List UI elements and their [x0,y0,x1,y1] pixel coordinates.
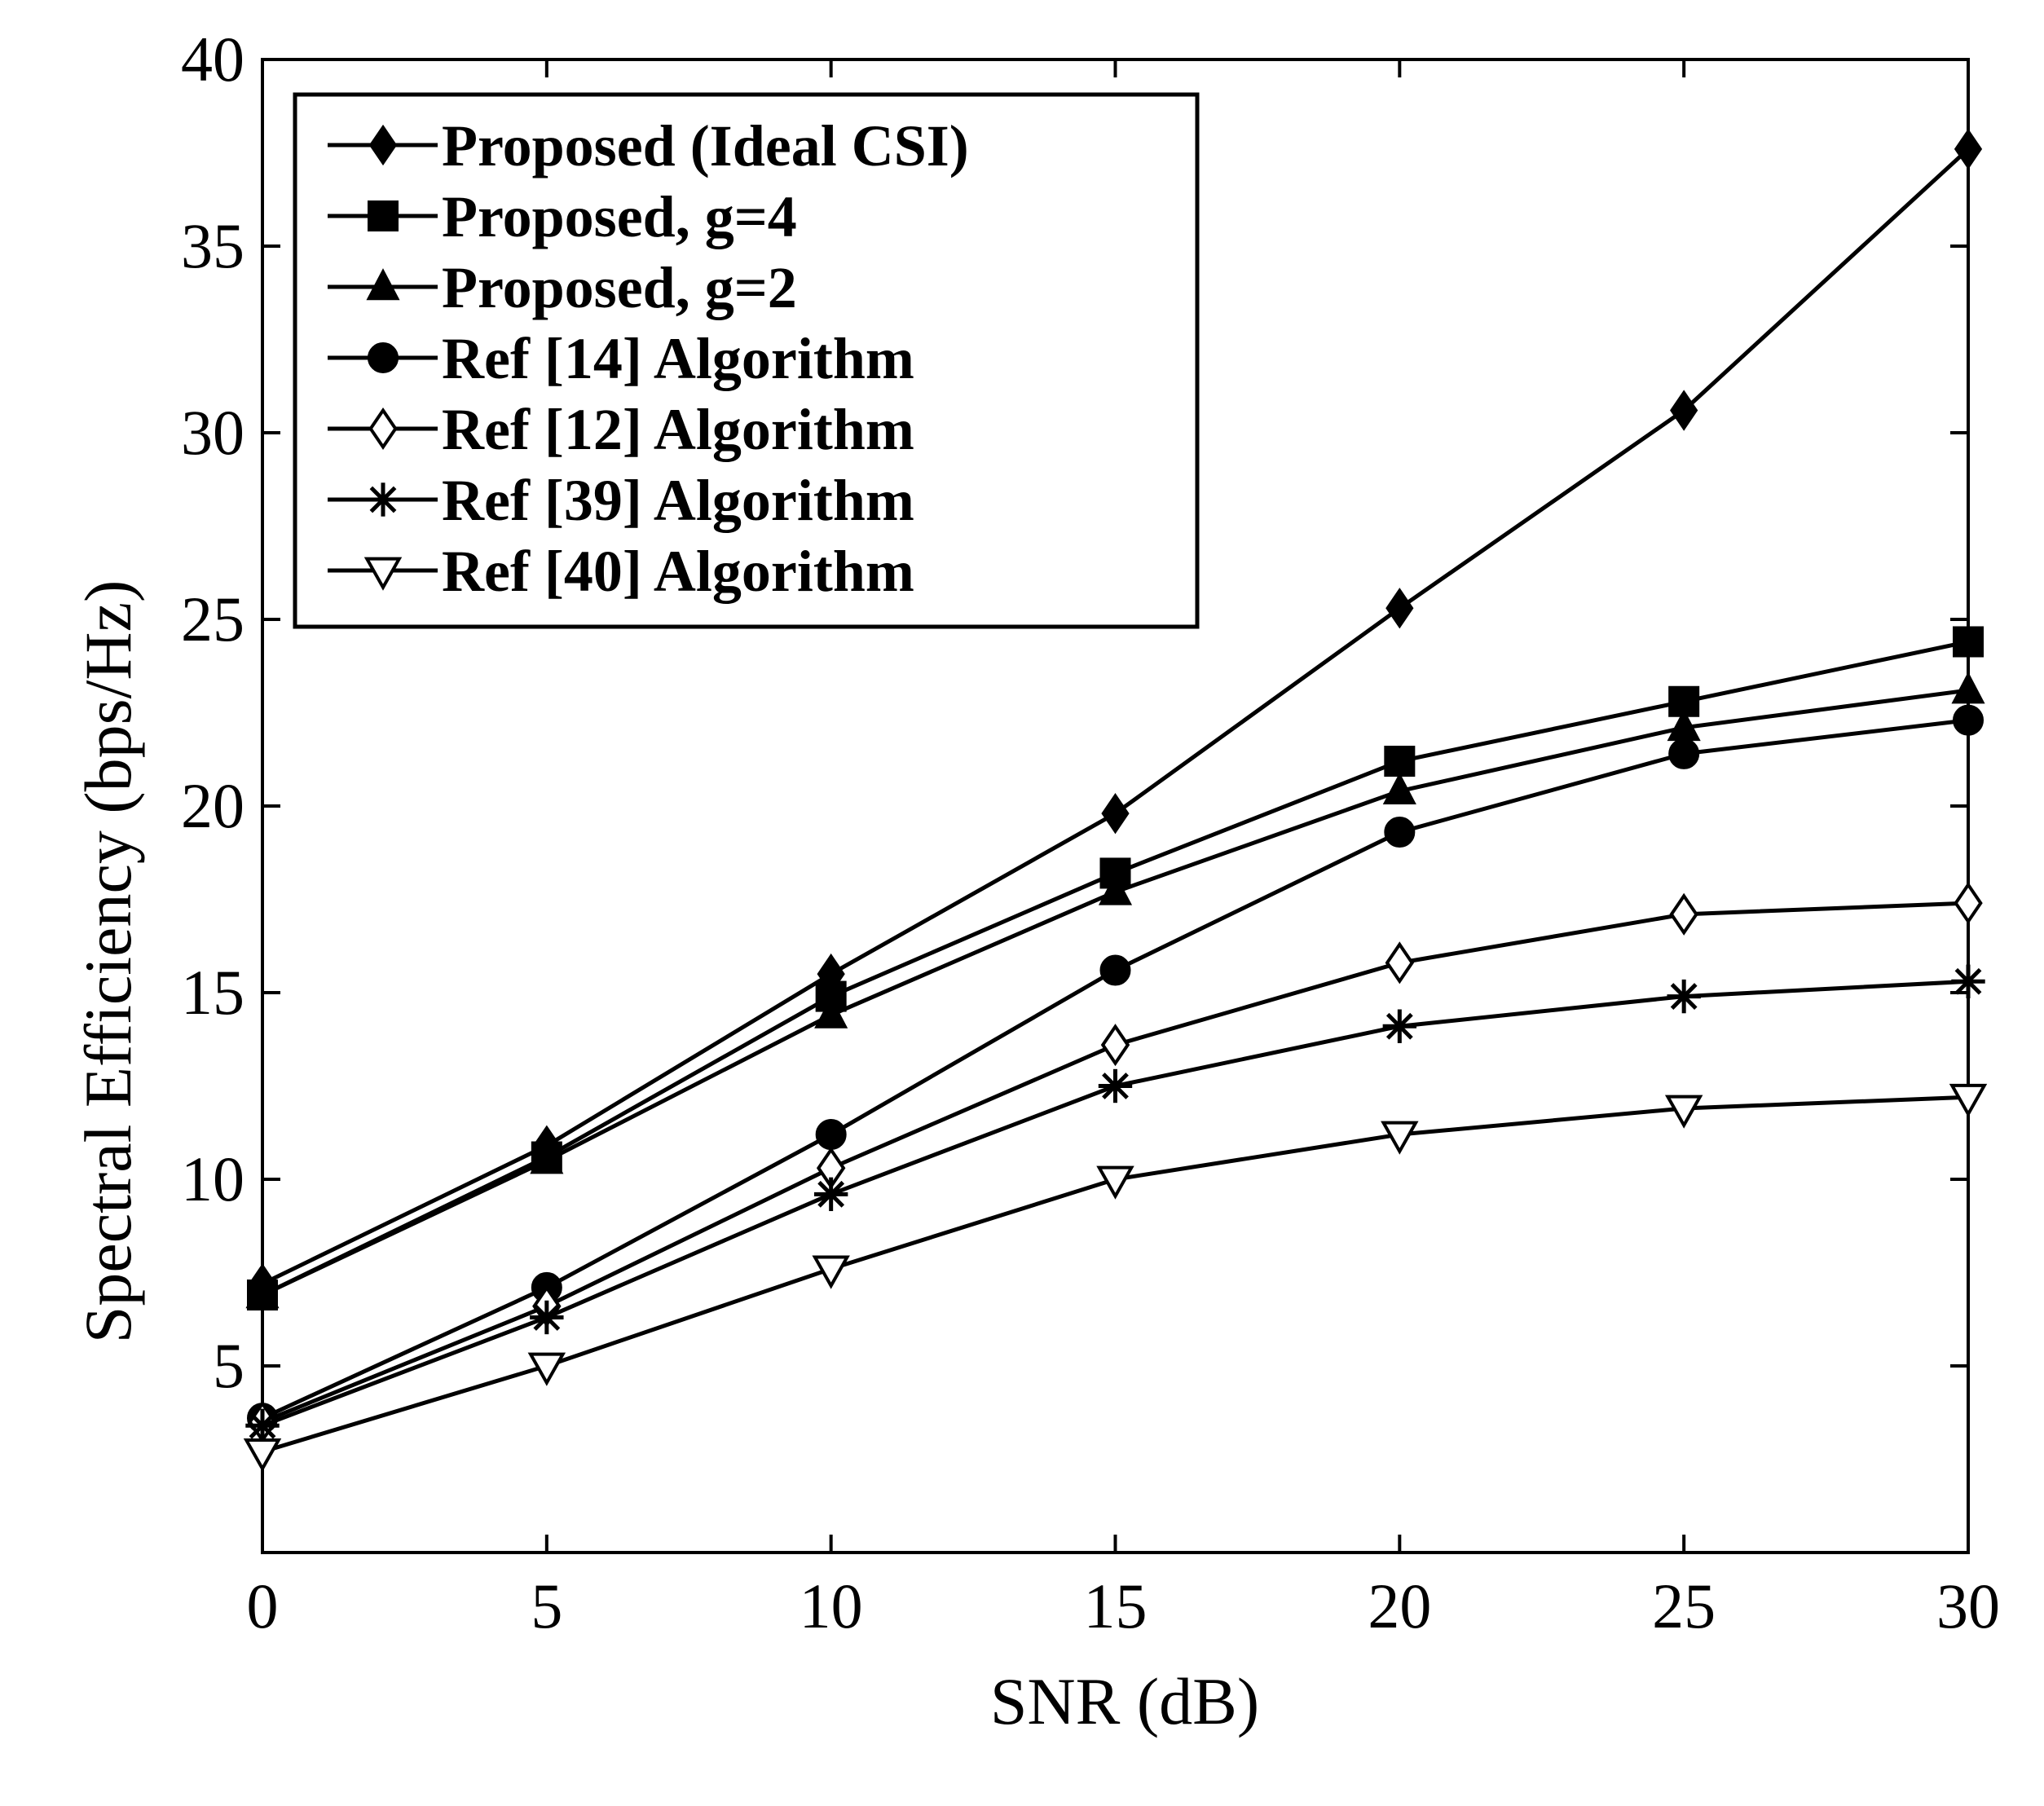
data-point [243,1438,282,1473]
legend-marker [368,342,399,373]
data-point [1382,772,1416,804]
legend-item: Ref [14] Algorithm [328,326,914,391]
data-point [1385,588,1414,629]
data-point [1951,672,1985,704]
data-point [1385,941,1415,984]
y-tick-label: 5 [213,1330,244,1401]
data-point [1669,892,1698,936]
y-tick-label: 25 [181,584,244,654]
data-point [1100,1024,1130,1067]
legend-item: Proposed (Ideal CSI) [328,113,969,178]
data-point [815,1119,847,1151]
data-point [527,1352,566,1386]
series-3 [245,672,1985,1309]
data-point [1101,792,1130,835]
data-point [1384,746,1416,777]
legend-label: Ref [14] Algorithm [442,326,914,391]
data-point [1668,738,1700,769]
legend-label: Proposed, g=4 [442,184,797,249]
data-point [1954,128,1983,170]
legend-label: Ref [40] Algorithm [442,539,914,604]
series-6 [245,964,1985,1443]
data-point [814,996,848,1029]
data-point [1384,817,1416,848]
data-point [1953,704,1984,736]
legend-label: Proposed (Ideal CSI) [442,113,969,178]
x-tick-label: 5 [531,1570,562,1641]
data-point [1951,964,1985,998]
y-tick-label: 10 [181,1143,244,1214]
x-tick-label: 0 [247,1570,279,1641]
legend-item: Ref [39] Algorithm [328,468,914,533]
data-point [245,1408,280,1443]
legend-marker [363,557,403,591]
data-point [1953,626,1984,658]
data-point [1667,979,1701,1014]
x-tick-label: 20 [1368,1570,1431,1641]
data-point [1664,1095,1703,1129]
legend-marker [366,268,400,301]
legend-item: Proposed, g=4 [328,184,797,249]
data-point [530,1300,564,1335]
x-tick-label: 15 [1084,1570,1148,1641]
data-point [1954,882,1983,925]
legend-label: Ref [12] Algorithm [442,397,914,462]
y-tick-label: 35 [181,210,244,281]
legend-item: Ref [40] Algorithm [328,539,914,604]
legend-marker [368,407,398,451]
legend-marker [368,200,399,231]
y-tick-label: 30 [181,397,244,468]
legend-marker [366,482,400,517]
data-point [813,1177,848,1212]
data-point [530,1142,564,1174]
data-point [1098,1068,1133,1103]
legend-box [293,92,1200,629]
data-point [1098,873,1133,905]
data-point [812,1255,850,1289]
data-point [1382,1009,1417,1043]
data-point [245,1276,280,1309]
data-point [1949,1083,1988,1118]
x-tick-label: 30 [1936,1570,2000,1641]
y-tick-label: 40 [181,24,244,95]
y-axis-label: Spectral Efficiency (bps/Hz) [71,580,145,1344]
data-point [1670,390,1698,431]
data-point [1099,954,1131,986]
data-point [1096,1165,1134,1200]
series-7 [243,1083,1988,1473]
x-axis-label: SNR (dB) [990,1664,1259,1738]
data-point [1381,1121,1419,1155]
legend-item: Ref [12] Algorithm [328,397,914,462]
legend-label: Ref [39] Algorithm [442,468,914,533]
legend: Proposed (Ideal CSI)Proposed, g=4Propose… [293,92,1200,629]
y-tick-label: 20 [181,770,244,841]
x-tick-label: 10 [800,1570,863,1641]
y-tick-label: 15 [181,957,244,1028]
legend-label: Proposed, g=2 [442,255,797,320]
x-tick-label: 25 [1652,1570,1716,1641]
legend-marker [368,124,398,166]
legend-item: Proposed, g=2 [328,255,797,320]
